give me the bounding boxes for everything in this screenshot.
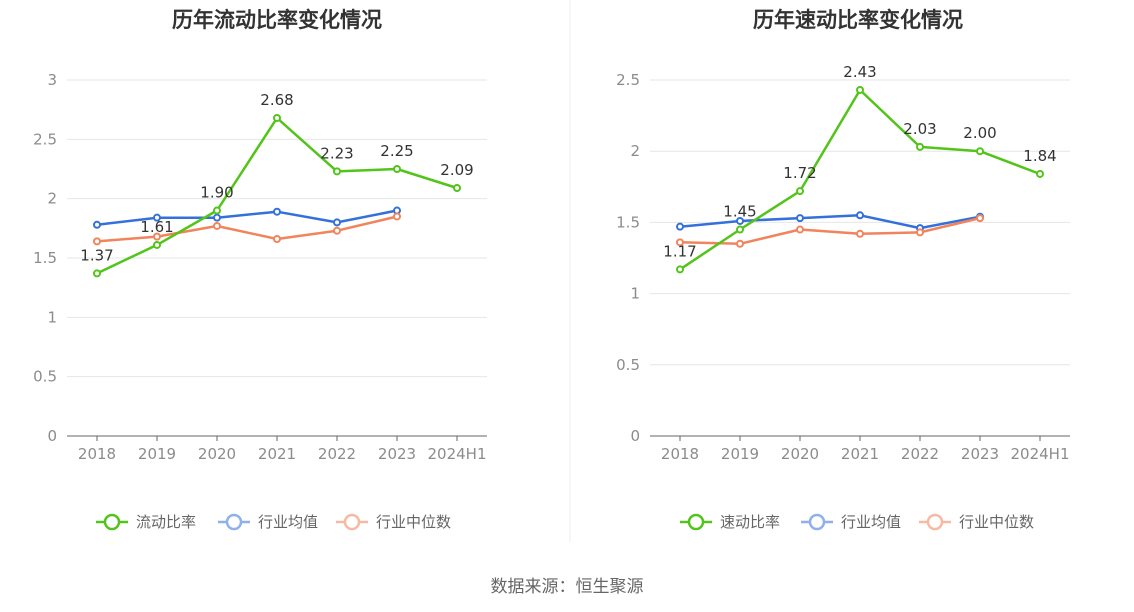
x-tick-label: 2024H1 bbox=[1011, 445, 1070, 463]
data-label: 2.25 bbox=[380, 142, 413, 160]
data-label: 2.43 bbox=[843, 63, 876, 81]
x-tick-label: 2024H1 bbox=[428, 445, 487, 463]
x-tick-label: 2020 bbox=[198, 445, 236, 463]
data-point bbox=[393, 212, 401, 221]
y-tick-label: 0.5 bbox=[616, 356, 640, 374]
series-line-2 bbox=[679, 216, 981, 246]
series-line-1 bbox=[96, 209, 398, 227]
y-tick-label: 1 bbox=[630, 285, 640, 303]
y-tick-label: 0.5 bbox=[33, 368, 57, 386]
data-point bbox=[796, 225, 804, 234]
data-point bbox=[213, 206, 221, 215]
legend-marker bbox=[808, 513, 826, 531]
data-point bbox=[213, 213, 221, 222]
data-point bbox=[453, 183, 461, 192]
data-label: 1.61 bbox=[140, 218, 173, 236]
legend-label: 行业均值 bbox=[841, 513, 901, 531]
quick-ratio-chart: 历年速动比率变化情况 0 0.5 1 1.5 2 2.5 2018 2019 2020 2021 20… bbox=[616, 8, 1070, 531]
data-point bbox=[153, 232, 161, 241]
x-tick-label: 2021 bbox=[841, 445, 879, 463]
data-point bbox=[333, 218, 341, 227]
y-tick-label: 2.5 bbox=[616, 71, 640, 89]
series-line-1 bbox=[679, 214, 981, 230]
data-label: 2.03 bbox=[903, 120, 936, 138]
legend-label: 行业中位数 bbox=[376, 513, 451, 531]
data-label: 1.72 bbox=[783, 164, 816, 182]
data-point bbox=[976, 147, 984, 156]
x-tick-label: 2023 bbox=[378, 445, 416, 463]
x-tick-label: 2020 bbox=[781, 445, 819, 463]
data-point bbox=[333, 167, 341, 176]
data-point bbox=[273, 113, 281, 122]
legend-marker bbox=[225, 513, 243, 531]
data-point bbox=[916, 142, 924, 151]
data-point bbox=[1036, 169, 1044, 178]
data-point bbox=[736, 216, 744, 225]
data-point bbox=[676, 265, 684, 274]
series-line-2 bbox=[96, 215, 398, 243]
data-point bbox=[976, 214, 984, 223]
data-label: 1.45 bbox=[723, 203, 756, 221]
data-point bbox=[273, 235, 281, 244]
y-tick-label: 0 bbox=[630, 427, 640, 445]
data-point bbox=[153, 213, 161, 222]
data-point bbox=[856, 229, 864, 238]
x-tick-label: 2019 bbox=[721, 445, 759, 463]
legend-label: 流动比率 bbox=[136, 513, 196, 531]
data-point bbox=[93, 220, 101, 229]
data-point bbox=[796, 214, 804, 223]
x-tick-label: 2022 bbox=[318, 445, 356, 463]
data-point bbox=[153, 240, 161, 249]
chart-title: 历年速动比率变化情况 bbox=[753, 8, 963, 32]
data-label: 1.17 bbox=[663, 242, 696, 260]
y-tick-label: 2.5 bbox=[33, 130, 57, 148]
data-point bbox=[736, 225, 744, 234]
x-tick-label: 2023 bbox=[961, 445, 999, 463]
y-tick-label: 1.5 bbox=[33, 249, 57, 267]
legend-label: 速动比率 bbox=[720, 513, 780, 531]
data-label: 2.23 bbox=[320, 144, 353, 162]
data-point bbox=[916, 228, 924, 237]
y-tick-label: 1 bbox=[47, 308, 57, 326]
chart-title: 历年流动比率变化情况 bbox=[172, 8, 382, 32]
data-label: 2.09 bbox=[440, 161, 473, 179]
y-tick-label: 2 bbox=[47, 190, 57, 208]
data-label: 2.68 bbox=[260, 91, 293, 109]
y-tick-label: 1.5 bbox=[616, 213, 640, 231]
y-tick-label: 0 bbox=[47, 427, 57, 445]
data-point bbox=[333, 226, 341, 235]
y-tick-label: 2 bbox=[630, 142, 640, 160]
legend-marker bbox=[926, 513, 944, 531]
legend-label: 行业均值 bbox=[258, 513, 318, 531]
data-source-note: 数据来源：恒生聚源 bbox=[491, 577, 644, 597]
data-label: 1.37 bbox=[80, 246, 113, 264]
x-tick-label: 2019 bbox=[138, 445, 176, 463]
x-tick-label: 2018 bbox=[78, 445, 116, 463]
data-point bbox=[796, 187, 804, 196]
data-point bbox=[213, 221, 221, 230]
data-point bbox=[93, 269, 101, 278]
data-point bbox=[93, 237, 101, 246]
data-label: 1.84 bbox=[1023, 147, 1056, 165]
data-label: 2.00 bbox=[963, 124, 996, 142]
legend-marker bbox=[343, 513, 361, 531]
x-tick-label: 2021 bbox=[258, 445, 296, 463]
x-tick-label: 2018 bbox=[661, 445, 699, 463]
data-label: 1.90 bbox=[200, 184, 233, 202]
current-ratio-chart: 历年流动比率变化情况 0 0.5 1 1.5 2 2.5 3 2018 2019 2020 2021 2… bbox=[33, 8, 487, 531]
data-point bbox=[676, 238, 684, 247]
legend-label: 行业中位数 bbox=[959, 513, 1034, 531]
legend-marker bbox=[103, 513, 121, 531]
data-point bbox=[393, 165, 401, 173]
x-tick-label: 2022 bbox=[901, 445, 939, 463]
data-point bbox=[856, 211, 864, 220]
data-point bbox=[736, 239, 744, 248]
data-point bbox=[273, 207, 281, 216]
y-tick-label: 3 bbox=[47, 71, 57, 89]
data-point bbox=[856, 85, 864, 94]
legend-marker bbox=[687, 513, 705, 531]
data-point bbox=[676, 222, 684, 231]
